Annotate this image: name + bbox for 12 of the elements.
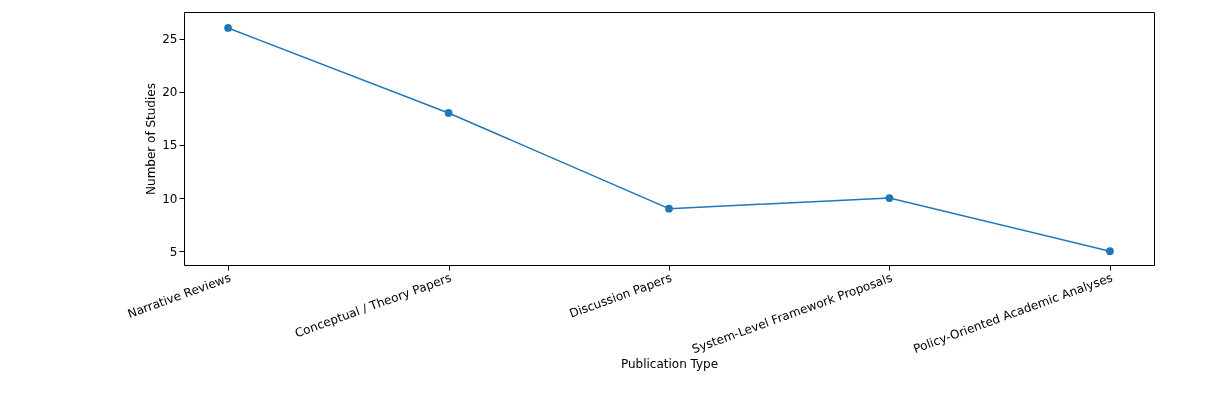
y-axis-title: Number of Studies [144,83,159,195]
y-tick-label: 20 [162,85,178,100]
y-tick-label: 10 [162,191,178,206]
x-axis-title: Publication Type [620,357,719,372]
y-tick-label: 5 [169,244,178,259]
y-tick-label: 25 [162,32,178,47]
point [224,24,232,32]
point [1106,247,1114,256]
point [885,194,894,202]
point [665,204,673,213]
point [444,109,453,117]
y-tick-label: 15 [162,138,178,153]
